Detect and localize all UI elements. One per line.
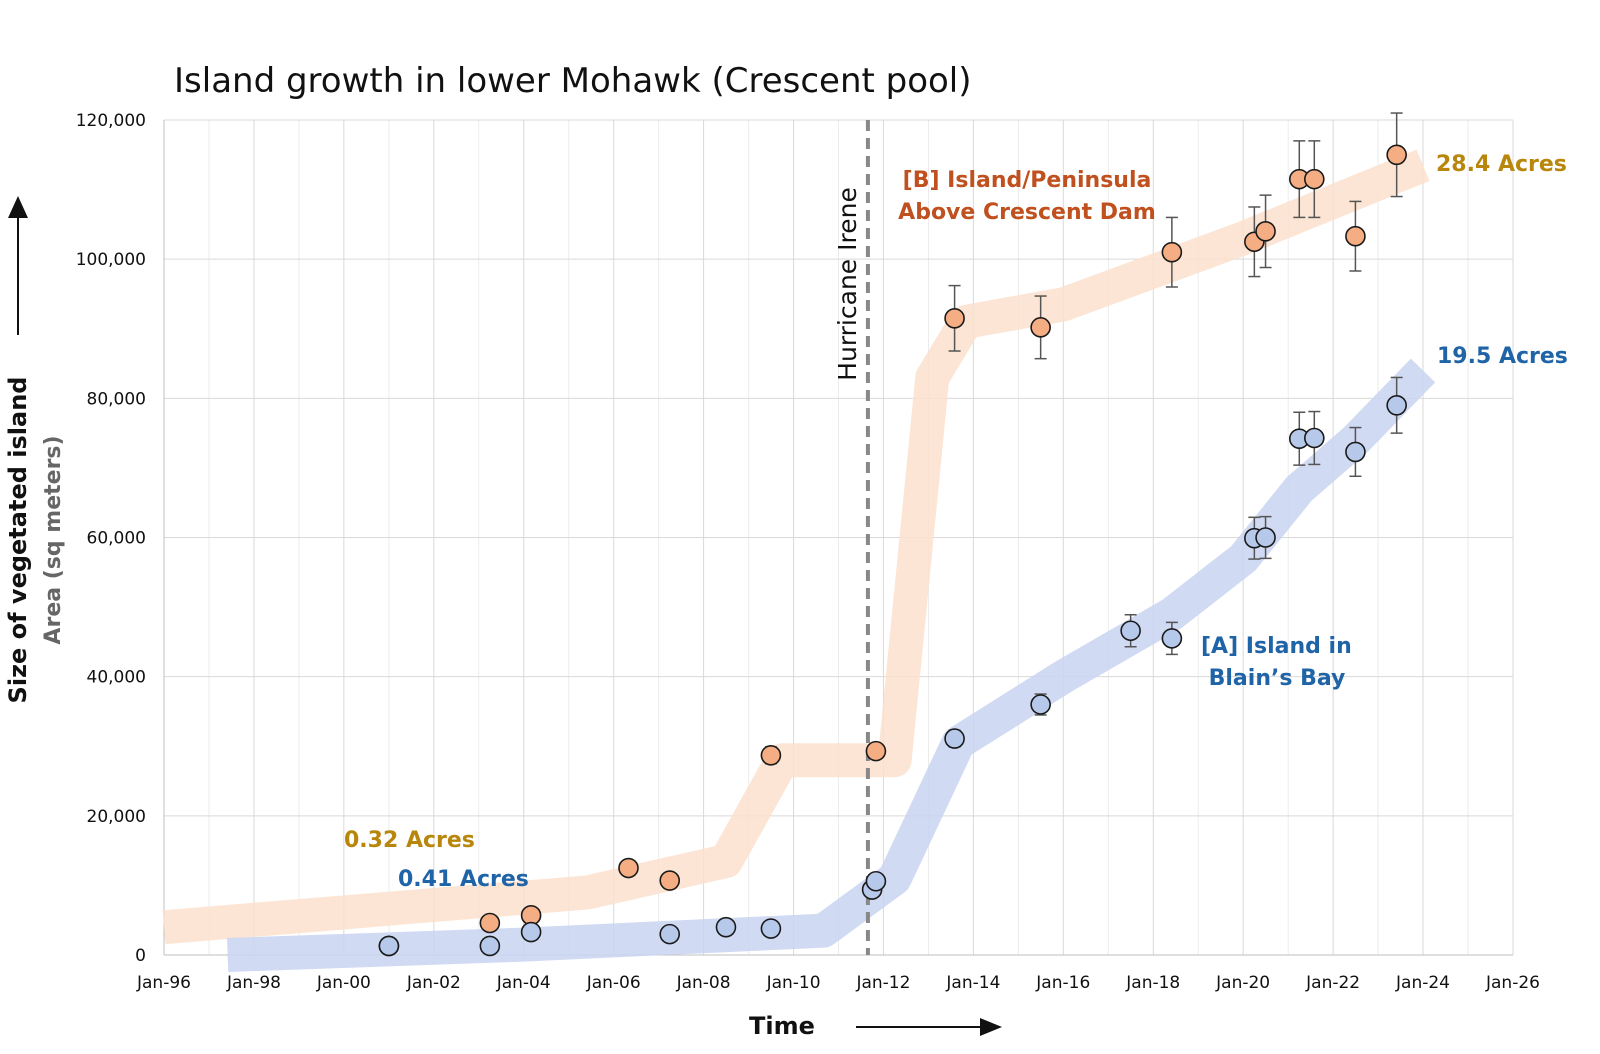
series-a-point [944,728,965,749]
series-b-point [1304,168,1325,190]
series-b-point [1386,144,1407,166]
x-tick-label: Jan-00 [316,973,371,993]
y-axis-ticks: 0 20,000 40,000 60,000 80,000 100,000 120,000 [76,111,146,966]
hurricane-label: Hurricane Irene [833,187,862,381]
series-b-point [479,912,501,934]
series-b-trend-band [162,149,1430,945]
x-tick-label: Jan-04 [496,973,551,993]
series-a-point [378,935,400,957]
x-tick-label: Jan-96 [136,973,191,993]
y-axis-title: Size of vegetated island [4,377,32,704]
x-tick-label: Jan-26 [1485,973,1540,993]
series-a-point [1161,628,1183,649]
y-axis-label: Size of vegetated island Area (sq meters… [4,196,66,703]
y-tick-label: 80,000 [87,389,146,409]
series-b-point [944,308,965,329]
series-a-point [520,921,542,943]
series-a-start-acres: 0.41 Acres [398,867,529,892]
y-tick-label: 40,000 [87,668,146,688]
event-marker: Hurricane Irene [833,120,870,955]
series-a-label-line2: Blain’s Bay [1209,666,1346,691]
y-arrow-head-icon [8,196,28,218]
series-a-point [1304,427,1325,449]
series-a-point [1386,394,1407,416]
series-a-point [659,923,681,945]
series-a-point [865,870,887,892]
series-b-point [1161,241,1183,263]
series-a-point [1345,441,1366,463]
series-b-point [1030,317,1051,338]
series-b-start-acres: 0.32 Acres [344,828,475,853]
y-tick-label: 20,000 [87,807,146,827]
y-tick-label: 60,000 [87,529,146,549]
x-tick-label: Jan-06 [586,973,641,993]
x-tick-label: Jan-20 [1215,973,1270,993]
x-tick-label: Jan-22 [1305,973,1360,993]
series-b-point [1255,221,1276,242]
x-tick-label: Jan-12 [855,973,910,993]
chart-title: Island growth in lower Mohawk (Crescent … [174,61,972,101]
series-b-point [618,857,639,879]
y-tick-label: 100,000 [76,250,146,270]
series-a-label-line1: [A] Island in [1201,634,1352,659]
series-a-end-acres: 19.5 Acres [1437,344,1568,369]
series-b-end-acres: 28.4 Acres [1436,152,1567,177]
series-b-point [1345,225,1366,247]
series-a-point [760,918,782,939]
series-a-point [715,916,737,938]
series-b-label-line2: Above Crescent Dam [898,200,1156,225]
x-axis-label: Time [749,1012,1002,1040]
series-b-point [760,744,782,766]
x-tick-label: Jan-02 [406,973,461,993]
x-tick-label: Jan-10 [766,973,821,993]
x-axis-ticks: Jan-96 Jan-98 Jan-00 Jan-02 Jan-04 Jan-06 Jan-… [136,973,1540,993]
x-axis-title: Time [749,1012,815,1040]
x-arrow-head-icon [980,1018,1002,1036]
series-b-point [659,870,681,891]
y-tick-label: 120,000 [76,111,146,131]
x-tick-label: Jan-16 [1035,973,1090,993]
x-tick-label: Jan-98 [226,973,281,993]
x-tick-label: Jan-18 [1125,973,1180,993]
x-tick-label: Jan-08 [676,973,731,993]
x-tick-label: Jan-14 [945,973,1000,993]
series-a-point [1030,694,1051,715]
series-a-point [1120,620,1141,642]
series-a-point [479,935,501,957]
series-b-label-line1: [B] Island/Peninsula [903,168,1152,193]
y-axis-subtitle: Area (sq meters) [41,435,66,644]
x-tick-label: Jan-24 [1395,973,1450,993]
series-b-point [865,740,887,762]
series-a-points [378,376,1407,957]
y-tick-label: 0 [135,946,146,966]
series-a-point [1255,527,1276,548]
